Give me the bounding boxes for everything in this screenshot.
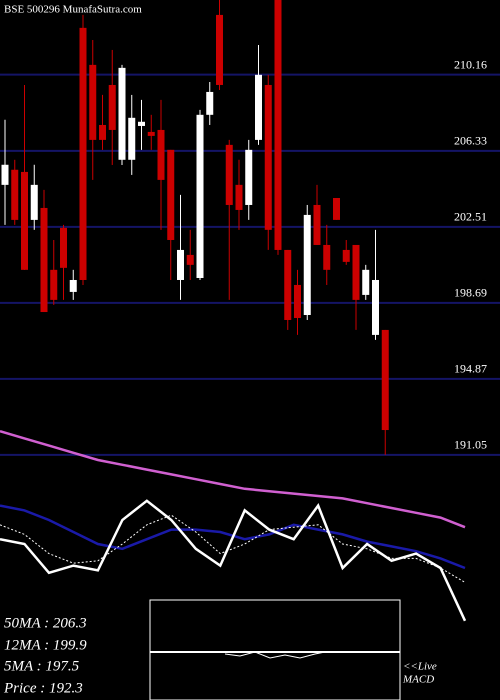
y-tick-label: 194.87 <box>454 362 487 376</box>
ma-line <box>0 430 466 529</box>
ma-line <box>0 514 466 583</box>
candle-body <box>147 131 155 136</box>
candle-body <box>157 129 165 180</box>
candle-body <box>1 164 9 185</box>
chart-title: BSE 500296 MunafaSutra.com <box>4 4 142 16</box>
candle-body <box>128 117 136 160</box>
candle-body <box>196 114 204 278</box>
candle-body <box>118 67 126 160</box>
candle-body <box>69 279 77 292</box>
legend-text: 12MA : 199.9 <box>4 637 87 653</box>
candle-body <box>225 144 233 205</box>
candle-body <box>284 249 292 320</box>
y-tick-label: 210.16 <box>454 57 487 71</box>
candle-body <box>294 284 301 318</box>
macd-label: <<Live <box>403 661 437 673</box>
y-tick-label: 198.69 <box>454 286 487 300</box>
candle-body <box>89 64 97 140</box>
candle-body <box>303 214 311 316</box>
candle-body <box>40 207 48 313</box>
candle-body <box>235 184 243 210</box>
candle-body <box>381 329 389 431</box>
y-tick-label: 206.33 <box>454 134 487 148</box>
legend-text: 50MA : 206.3 <box>4 615 87 631</box>
candle-body <box>79 27 87 280</box>
candle-body <box>30 184 38 220</box>
candle-body <box>313 204 321 245</box>
candle-body <box>372 279 379 335</box>
candle-body <box>11 169 19 220</box>
y-tick-label: 191.05 <box>454 438 487 452</box>
candle-body <box>274 0 282 250</box>
candle-body <box>167 149 175 240</box>
macd-label: MACD <box>402 674 434 686</box>
candle-body <box>362 269 370 295</box>
legend-text: Price : 192.3 <box>3 680 83 696</box>
candle-body <box>255 74 262 140</box>
legend-text: 5MA : 197.5 <box>4 658 80 674</box>
candle-body <box>60 227 67 268</box>
candle-body <box>138 121 145 126</box>
candle-body <box>108 84 116 130</box>
macd-signal <box>224 651 326 659</box>
macd-box <box>149 599 401 700</box>
candle-body <box>333 197 340 220</box>
candle-body <box>342 249 350 262</box>
y-tick-label: 202.51 <box>454 210 487 224</box>
candle-body <box>21 171 28 270</box>
candle-body <box>99 124 106 140</box>
candle-body <box>50 269 58 300</box>
candle-body <box>177 249 184 280</box>
candle-body <box>186 254 194 265</box>
candle-body <box>216 14 223 85</box>
ma-line <box>0 499 467 622</box>
candle-body <box>352 244 360 300</box>
candle-body <box>245 149 253 205</box>
candle-body <box>323 244 331 270</box>
candle-body <box>264 84 272 230</box>
candle-body <box>206 91 214 115</box>
